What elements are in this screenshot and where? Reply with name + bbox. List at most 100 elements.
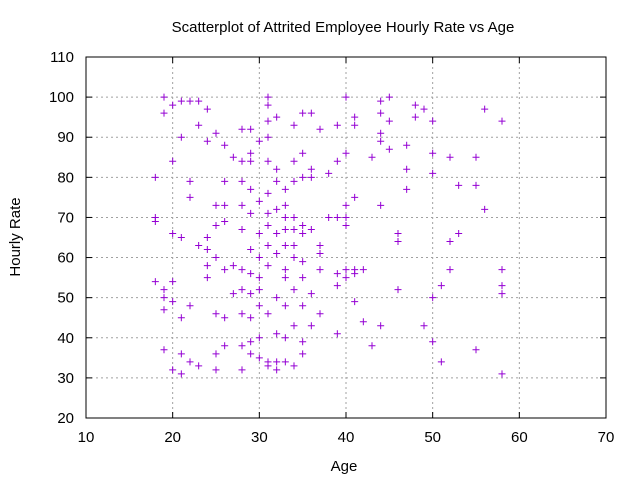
data-point bbox=[238, 366, 246, 374]
data-point bbox=[255, 137, 263, 145]
x-tick-label: 10 bbox=[78, 429, 95, 446]
data-point bbox=[160, 294, 168, 302]
data-point bbox=[169, 101, 177, 109]
data-point bbox=[177, 234, 185, 241]
data-point bbox=[212, 201, 220, 209]
data-point bbox=[273, 330, 281, 338]
y-tick-label: 20 bbox=[57, 410, 74, 427]
data-point bbox=[498, 117, 506, 125]
data-point bbox=[437, 282, 445, 290]
data-point bbox=[333, 157, 341, 165]
data-point bbox=[281, 185, 289, 193]
data-point bbox=[169, 298, 177, 306]
data-point bbox=[290, 121, 298, 129]
data-point bbox=[359, 266, 367, 274]
data-point bbox=[299, 258, 307, 266]
data-point bbox=[255, 274, 263, 282]
data-point bbox=[273, 250, 281, 258]
data-point bbox=[299, 229, 307, 237]
data-point bbox=[264, 310, 272, 318]
data-point bbox=[151, 173, 159, 181]
data-point bbox=[368, 153, 376, 161]
data-point bbox=[316, 310, 324, 318]
data-point bbox=[203, 262, 211, 270]
data-point bbox=[247, 149, 255, 157]
data-point bbox=[255, 354, 263, 362]
data-point bbox=[377, 109, 385, 117]
data-point bbox=[238, 201, 246, 209]
data-point bbox=[169, 366, 177, 374]
data-point bbox=[420, 105, 428, 113]
data-point bbox=[203, 105, 211, 113]
data-point bbox=[221, 314, 229, 322]
data-point bbox=[247, 314, 255, 322]
data-point bbox=[307, 165, 315, 173]
data-point bbox=[255, 254, 263, 262]
data-point bbox=[160, 346, 168, 354]
data-point bbox=[238, 286, 246, 294]
data-point bbox=[177, 314, 185, 322]
x-tick-label: 20 bbox=[164, 429, 181, 446]
data-point bbox=[472, 153, 480, 161]
data-point bbox=[247, 270, 255, 278]
data-point bbox=[160, 306, 168, 314]
data-point bbox=[212, 366, 220, 374]
y-tick-label: 70 bbox=[57, 209, 74, 226]
data-point bbox=[186, 302, 194, 310]
data-point bbox=[342, 93, 350, 101]
data-point bbox=[342, 221, 350, 229]
data-point bbox=[195, 242, 203, 250]
data-point bbox=[290, 177, 298, 185]
data-point bbox=[385, 93, 393, 101]
data-point bbox=[221, 217, 229, 225]
data-point bbox=[359, 318, 367, 326]
data-point bbox=[264, 101, 272, 109]
data-point bbox=[351, 113, 359, 121]
data-point bbox=[238, 266, 246, 274]
data-point bbox=[333, 121, 341, 129]
x-tick-label: 50 bbox=[424, 429, 441, 446]
data-point bbox=[429, 169, 437, 177]
data-point bbox=[455, 229, 463, 237]
y-axis-label: Hourly Rate bbox=[7, 197, 24, 276]
data-point bbox=[342, 213, 350, 221]
data-point bbox=[247, 157, 255, 165]
data-point bbox=[160, 286, 168, 294]
data-point bbox=[290, 157, 298, 165]
data-point bbox=[247, 338, 255, 346]
data-point bbox=[437, 358, 445, 366]
data-point bbox=[264, 221, 272, 229]
data-point bbox=[481, 205, 489, 213]
data-point bbox=[169, 229, 177, 237]
data-point bbox=[307, 322, 315, 330]
data-point bbox=[498, 290, 506, 298]
data-point bbox=[342, 266, 350, 274]
data-point bbox=[203, 234, 211, 241]
data-point bbox=[195, 121, 203, 129]
data-point bbox=[299, 274, 307, 282]
y-tick-label: 90 bbox=[57, 129, 74, 146]
data-point bbox=[273, 113, 281, 121]
data-point bbox=[446, 238, 454, 246]
data-point bbox=[316, 125, 324, 133]
data-point bbox=[273, 205, 281, 213]
data-point bbox=[342, 149, 350, 157]
data-point bbox=[281, 242, 289, 250]
data-point bbox=[229, 153, 237, 161]
data-point bbox=[264, 93, 272, 101]
data-point bbox=[281, 274, 289, 282]
data-point bbox=[411, 101, 419, 109]
data-point bbox=[221, 141, 229, 149]
data-point bbox=[299, 350, 307, 358]
data-points bbox=[151, 93, 506, 378]
data-point bbox=[169, 278, 177, 286]
data-point bbox=[446, 153, 454, 161]
data-point bbox=[429, 117, 437, 125]
data-point bbox=[160, 93, 168, 101]
data-point bbox=[498, 282, 506, 290]
x-axis-label: Age bbox=[331, 458, 358, 475]
data-point bbox=[429, 294, 437, 302]
data-point bbox=[281, 225, 289, 233]
data-point bbox=[177, 97, 185, 105]
data-point bbox=[377, 322, 385, 330]
